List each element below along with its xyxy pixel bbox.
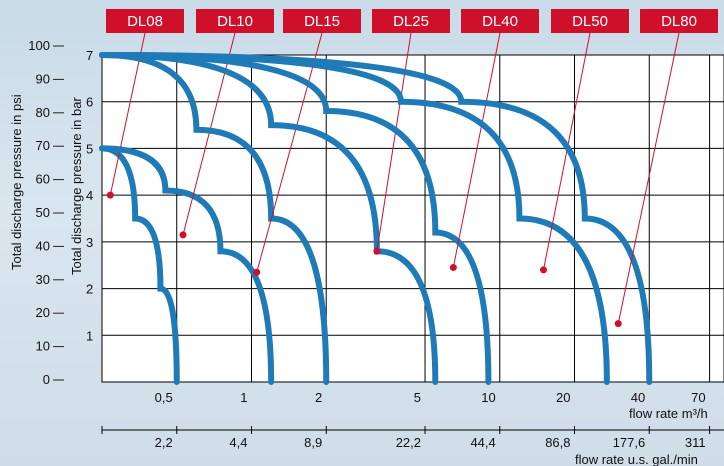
- series-tabs: DL08 DL10 DL15 DL25 DL40 DL50 DL80: [106, 9, 718, 33]
- pump-curves: [99, 32, 680, 385]
- y-tick-bar: 5: [86, 141, 93, 156]
- x-tick-m3h: 0,5: [155, 390, 173, 405]
- pump-curve-dl25: [99, 52, 439, 385]
- x-tick-m3h: 1: [240, 390, 247, 405]
- pump-curve-dl80: [99, 52, 653, 385]
- pump-curve-dl08: [99, 145, 180, 385]
- x-tick-m3h: 2: [315, 390, 322, 405]
- x-tick-gpm: 8,9: [304, 435, 322, 450]
- leader-dl40: [452, 32, 501, 268]
- leader-dl10: [182, 32, 236, 235]
- y-tick-psi: 10: [36, 339, 50, 354]
- leader-dl15: [256, 32, 323, 273]
- tab-label-dl08: DL08: [127, 13, 163, 30]
- pump-curve-dl40: [99, 52, 492, 385]
- x-tick-m3h: 20: [556, 390, 570, 405]
- x-axis-title-m3h: flow rate m³/h: [629, 406, 708, 421]
- tab-dl15: [283, 9, 361, 33]
- y-tick-psi: 100: [28, 38, 50, 53]
- tab-dl50: [551, 9, 629, 33]
- y-tick-bar: 2: [86, 282, 93, 297]
- plot-area: [101, 54, 724, 383]
- pump-curve-dl10: [99, 145, 275, 385]
- x-tick-m3h: 70: [691, 390, 705, 405]
- x-tick-gpm: 44,4: [470, 435, 495, 450]
- x-tick-gpm: 86,8: [545, 435, 570, 450]
- x-tick-gpm: 22,2: [396, 435, 421, 450]
- x-tick-gpm: 311: [685, 435, 706, 450]
- chart-grid: [101, 54, 724, 383]
- x-tick-m3h: 10: [481, 390, 495, 405]
- leader-dl80: [617, 32, 680, 324]
- y-tick-psi: 20: [36, 305, 50, 320]
- tab-label-dl10: DL10: [217, 13, 253, 30]
- x-tick-gpm: 4,4: [229, 435, 247, 450]
- tab-label-dl15: DL15: [304, 13, 340, 30]
- y-tick-psi: 50: [36, 205, 50, 220]
- y-tick-bar: 3: [86, 235, 93, 250]
- x-tick-gpm: 177,6: [613, 435, 646, 450]
- y-tick-psi: 60: [36, 172, 50, 187]
- y-tick-psi: 30: [36, 272, 50, 287]
- y-tick-bar: 7: [86, 48, 93, 63]
- y-tick-bar: 1: [86, 328, 93, 343]
- x-tick-gpm: 2,2: [155, 435, 173, 450]
- y-tick-psi: 70: [36, 138, 50, 153]
- y-tick-psi: 0: [43, 372, 50, 387]
- tab-dl10: [196, 9, 274, 33]
- x-tick-m3h: 5: [414, 390, 421, 405]
- tab-label-dl25: DL25: [393, 13, 429, 30]
- y-tick-psi: 40: [36, 238, 50, 253]
- tab-dl25: [372, 9, 450, 33]
- tab-label-dl50: DL50: [572, 13, 608, 30]
- y-axis-title-psi: Total discharge pressure in psi: [9, 94, 24, 270]
- y-tick-psi: 90: [36, 71, 50, 86]
- y-axis-title-bar: Total discharge pressure in bar: [69, 97, 84, 275]
- tab-dl08: [106, 9, 184, 33]
- x-tick-m3h: 40: [631, 390, 645, 405]
- pump-curve-dl50: [99, 52, 610, 385]
- tab-label-dl40: DL40: [482, 13, 518, 30]
- y-tick-bar: 6: [86, 95, 93, 110]
- x-axis-title-gpm: flow rate u.s. gal./min: [575, 452, 698, 466]
- pump-curve-dl15: [99, 52, 330, 385]
- tab-dl80: [640, 9, 718, 33]
- tab-label-dl80: DL80: [661, 13, 697, 30]
- y-tick-bar: 4: [86, 188, 93, 203]
- tab-dl40: [461, 9, 539, 33]
- y-tick-psi: 80: [36, 105, 50, 120]
